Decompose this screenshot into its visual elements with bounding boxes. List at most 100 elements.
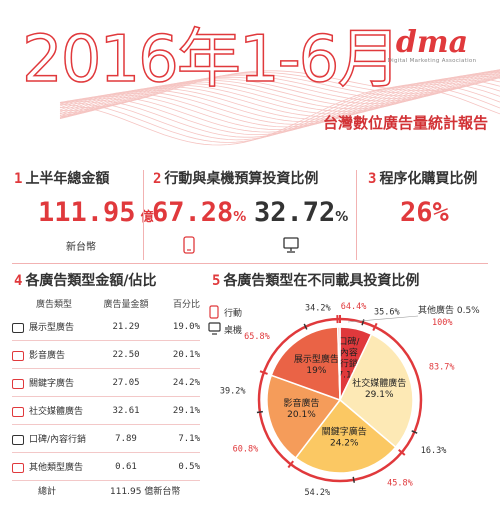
- slice-label-line: 社交媒體廣告: [352, 377, 406, 389]
- col-header-type: 廣告類型: [35, 299, 72, 310]
- cell-amount: 32.61: [96, 396, 156, 425]
- video-ad-icon: [12, 350, 24, 361]
- table-row: 其他類型廣告 0.61 0.5%: [12, 452, 200, 481]
- ad-type-table: 廣告類型 廣告量金額 百分比 展示型廣告 21.29 19.0% 影音廣告 22.50 2…: [12, 293, 200, 481]
- mobile-share-label: 65.8%: [244, 332, 270, 342]
- pie-slice: [270, 326, 341, 402]
- mobile-share-label: 83.7%: [429, 363, 455, 373]
- wave-line: [60, 71, 500, 111]
- slice-label-line: 7.1%: [337, 370, 360, 380]
- legend-desktop-icon: [208, 322, 221, 335]
- desktop-share-value: 32.72: [254, 197, 336, 228]
- ring-split-tick: [303, 323, 308, 330]
- cell-amount: 22.50: [96, 340, 156, 369]
- cell-type: 展示型廣告: [12, 313, 96, 341]
- slice-label: 影音廣告 20.1%: [283, 397, 319, 420]
- section-2-title: 行動與桌機預算投資比例: [164, 171, 319, 187]
- section-2-number: 2: [153, 171, 162, 187]
- slice-label-line: 口碑/: [338, 335, 360, 347]
- logo-wordmark: dma: [395, 25, 469, 60]
- cell-type-label: 影音廣告: [29, 351, 66, 361]
- ring-tick: [398, 449, 406, 456]
- cell-amount: 7.89: [96, 424, 156, 453]
- cell-type-label: 社交媒體廣告: [29, 407, 84, 417]
- total-amount: 111.95 億: [38, 197, 154, 228]
- pie-slice: [339, 333, 414, 449]
- cell-type: 其他類型廣告: [12, 452, 96, 481]
- other-ad-label: 其他廣告 0.5%: [418, 304, 480, 316]
- wave-line: [59, 71, 500, 119]
- legend-mobile-icon: [209, 305, 219, 319]
- wave-line: [59, 69, 500, 118]
- table-header-row: 廣告類型 廣告量金額 百分比: [12, 293, 200, 313]
- cell-pct: 0.5%: [156, 452, 200, 481]
- slice-label-line: 展示型廣告: [294, 353, 339, 365]
- slice-label: 展示型廣告 19%: [294, 353, 339, 376]
- slice-label-line: 關鍵字廣告: [322, 425, 367, 437]
- table-row: 關鍵字廣告 27.05 24.2%: [12, 368, 200, 397]
- wave-line: [59, 86, 500, 146]
- logo-subtext: Digital Marketing Association: [387, 58, 477, 64]
- ring-split-tick: [411, 430, 418, 434]
- wave-line: [59, 83, 500, 141]
- cell-amount: 0.61: [96, 452, 156, 481]
- mobile-phone-icon: [183, 236, 195, 254]
- cell-type: 社交媒體廣告: [12, 396, 96, 425]
- pie-slice: [266, 374, 342, 460]
- cell-type-label: 其他類型廣告: [29, 463, 84, 473]
- divider: [356, 170, 357, 260]
- mobile-share-label: 45.8%: [387, 478, 413, 488]
- other-icon: [12, 462, 24, 473]
- cell-pct: 29.1%: [156, 396, 200, 425]
- wave-line: [59, 70, 500, 119]
- dma-logo: dma Digital Marketing Association: [382, 25, 482, 65]
- cell-pct: 20.1%: [156, 340, 200, 369]
- ring-split-tick: [361, 319, 365, 326]
- ring-tick: [287, 460, 294, 469]
- slice-label-line: 29.1%: [365, 390, 394, 400]
- section-5-header: 5 各廣告類型在不同載具投資比例: [212, 270, 419, 290]
- page-title: 2016年1-6月: [21, 23, 402, 97]
- ring-tick: [259, 370, 268, 375]
- section-1-title: 上半年總金額: [25, 171, 110, 187]
- desktop-share-label: 39.2%: [220, 387, 246, 397]
- desktop-monitor-icon: [283, 237, 299, 253]
- mobile-share-label: 64.4%: [341, 302, 367, 312]
- programmatic-share-value: 26%: [400, 197, 449, 228]
- cell-type-label: 口碑/內容行銷: [29, 435, 87, 445]
- ring-tick: [372, 322, 378, 331]
- social-icon: [12, 406, 24, 417]
- col-header-amount: 廣告量金額: [103, 299, 149, 310]
- search-icon: [12, 378, 24, 389]
- cell-pct: 24.2%: [156, 368, 200, 397]
- table-total-value: 111.95 億新台幣: [110, 487, 181, 497]
- divider: [143, 170, 144, 260]
- section-3-header: 3 程序化購買比例: [368, 168, 477, 188]
- cell-type: 口碑/內容行銷: [12, 424, 96, 453]
- mobile-share-label: 60.8%: [233, 444, 259, 454]
- slice-label-line: 24.2%: [330, 438, 359, 448]
- other-leader-line: [347, 315, 419, 323]
- section-2-header: 2 行動與桌機預算投資比例: [153, 168, 318, 188]
- desktop-share-label: 34.2%: [305, 304, 331, 314]
- section-1-header: 1 上半年總金額: [14, 168, 109, 188]
- slice-label-line: 20.1%: [287, 410, 316, 420]
- mobile-share-value: 67.28: [152, 197, 234, 228]
- mobile-share: 67.28%: [152, 197, 246, 228]
- section-3-number: 3: [368, 171, 377, 187]
- section-1-number: 1: [14, 171, 23, 187]
- table-total-label: 總計: [38, 487, 57, 497]
- cell-amount: 27.05: [96, 368, 156, 397]
- slice-label-line: 影音廣告: [283, 397, 319, 409]
- display-ad-icon: [12, 322, 24, 333]
- table-row: 社交媒體廣告 32.61 29.1%: [12, 396, 200, 425]
- section-4-title: 各廣告類型金額/佔比: [25, 273, 157, 289]
- desktop-share-pct: %: [335, 210, 349, 225]
- section-5-number: 5: [212, 273, 221, 289]
- section-5-title: 各廣告類型在不同載具投資比例: [223, 273, 420, 289]
- wave-line: [59, 69, 500, 119]
- section-4-number: 4: [14, 273, 23, 289]
- legend-mobile-label: 行動: [224, 309, 243, 319]
- ring-split-tick: [352, 476, 356, 483]
- header-wave-decoration: [59, 69, 500, 146]
